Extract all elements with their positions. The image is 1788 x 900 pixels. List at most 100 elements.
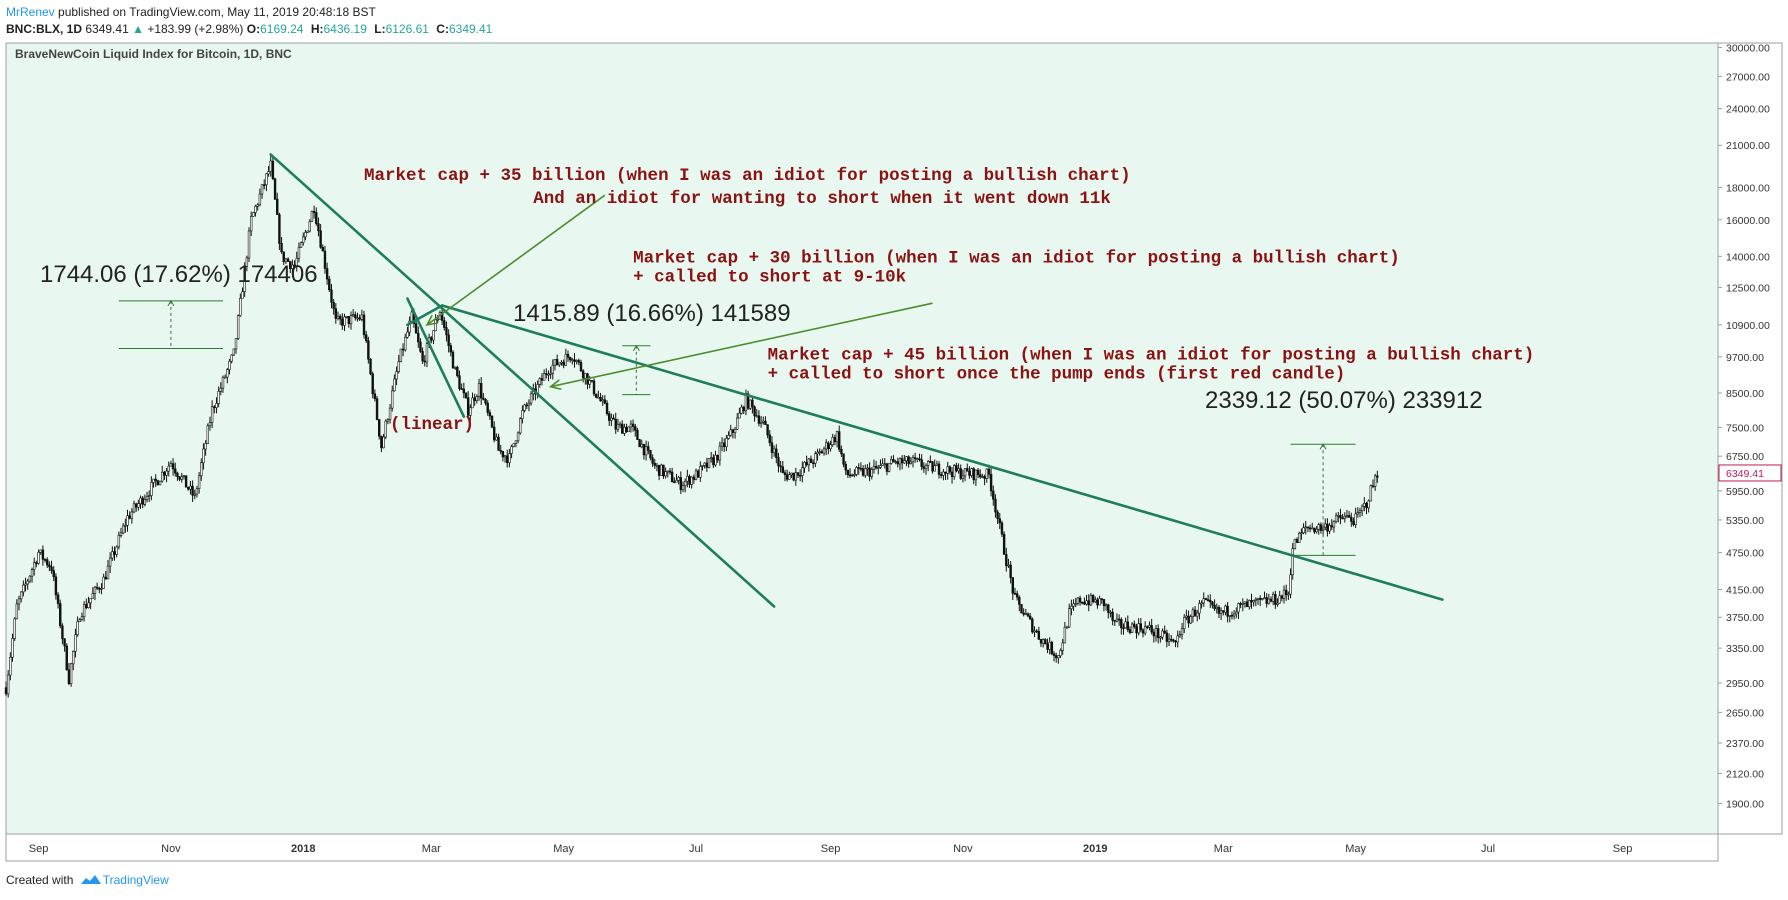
candle-body: [558, 362, 561, 366]
candle-body: [1206, 599, 1210, 602]
candle-body: [829, 444, 832, 450]
candle-body: [692, 476, 696, 480]
candle-body: [1274, 594, 1277, 605]
candle: [911, 454, 915, 468]
candle-body: [608, 413, 611, 421]
candle: [328, 275, 331, 292]
candle: [1308, 524, 1312, 533]
candle-body: [811, 462, 815, 465]
candle: [612, 414, 615, 420]
candle-body: [540, 378, 544, 381]
candle: [1007, 558, 1010, 569]
candle-body: [267, 171, 270, 175]
candle-body: [1009, 564, 1012, 579]
candle-body: [332, 301, 335, 309]
candle: [76, 616, 79, 637]
candle: [1232, 610, 1236, 620]
price-chart[interactable]: BraveNewCoin Liquid Index for Bitcoin, 1…: [0, 40, 1788, 872]
candle-body: [950, 471, 954, 478]
candle: [801, 461, 804, 483]
candle-body: [375, 398, 379, 420]
candle: [696, 469, 700, 478]
candle: [1267, 593, 1271, 605]
candle-body: [312, 211, 316, 213]
candle: [1104, 603, 1108, 611]
candle: [1178, 630, 1182, 639]
candle: [731, 428, 735, 439]
candle: [994, 494, 997, 518]
high-label: H:: [310, 22, 324, 36]
candle: [30, 567, 34, 583]
author-link[interactable]: MrRenev: [6, 5, 55, 19]
candle: [443, 316, 446, 331]
candle: [384, 419, 387, 440]
candle-body: [1152, 631, 1156, 637]
candle-body: [642, 443, 646, 456]
candle-body: [215, 403, 218, 409]
candle-body: [206, 425, 209, 444]
candle-body: [918, 458, 921, 460]
candle: [1009, 561, 1012, 584]
candle: [193, 489, 196, 500]
candle: [898, 457, 902, 471]
candle: [425, 341, 429, 368]
tradingview-link[interactable]: TradingView: [102, 873, 169, 887]
candle-body: [790, 472, 793, 476]
candle: [514, 440, 518, 448]
y-tick-label: 27000.00: [1726, 71, 1770, 83]
candle-body: [1148, 625, 1151, 628]
candle-body: [660, 464, 663, 476]
candle-body: [284, 258, 288, 263]
candle: [56, 592, 60, 609]
measure-tool: [118, 299, 223, 350]
candle-body: [551, 364, 554, 374]
candle-body: [1248, 600, 1251, 608]
candle: [234, 338, 238, 354]
candle: [1352, 517, 1355, 527]
candle: [67, 663, 71, 686]
candle-body: [414, 323, 418, 334]
candle-body: [729, 429, 732, 436]
annotation-text: Market cap + 30 billion (when I was an i…: [633, 248, 1400, 287]
candle: [605, 400, 609, 416]
candle-body: [1356, 512, 1360, 515]
candle-body: [143, 499, 147, 505]
candle: [4, 681, 8, 696]
candle: [91, 587, 94, 599]
candle: [681, 481, 685, 493]
candle-body: [1102, 599, 1106, 607]
candle-body: [890, 459, 893, 464]
candle-body: [527, 402, 531, 406]
candle: [1011, 576, 1015, 601]
candle: [838, 425, 841, 453]
candle-body: [1094, 599, 1097, 602]
candle-body: [770, 442, 774, 453]
candle: [788, 471, 791, 480]
candle: [772, 445, 776, 457]
candle: [319, 224, 322, 249]
price-axis[interactable]: [1717, 42, 1783, 835]
candle-body: [6, 674, 10, 695]
candle-body: [193, 493, 196, 496]
candle: [297, 242, 301, 263]
candle-body: [807, 458, 811, 466]
candle-body: [334, 308, 338, 319]
candle-body: [690, 476, 693, 485]
candle: [78, 618, 81, 623]
candle-body: [1311, 527, 1314, 530]
candle: [1035, 629, 1038, 634]
candle-body: [1315, 528, 1318, 533]
candle-body: [1241, 603, 1245, 605]
candle: [974, 469, 978, 487]
candle-body: [1083, 602, 1086, 605]
candle-body: [783, 472, 787, 475]
arrow-shaft: [426, 194, 606, 326]
price-axis-labels: 30000.00 27000.00 24000.00 21000.00 18000.00…: [1718, 43, 1782, 811]
candle: [1148, 621, 1151, 631]
candle: [1041, 638, 1045, 648]
time-axis[interactable]: [5, 833, 1719, 862]
candle: [72, 650, 75, 671]
candle: [375, 396, 379, 421]
x-tick-label: 2019: [1083, 843, 1107, 855]
plot-area[interactable]: [5, 42, 1719, 835]
